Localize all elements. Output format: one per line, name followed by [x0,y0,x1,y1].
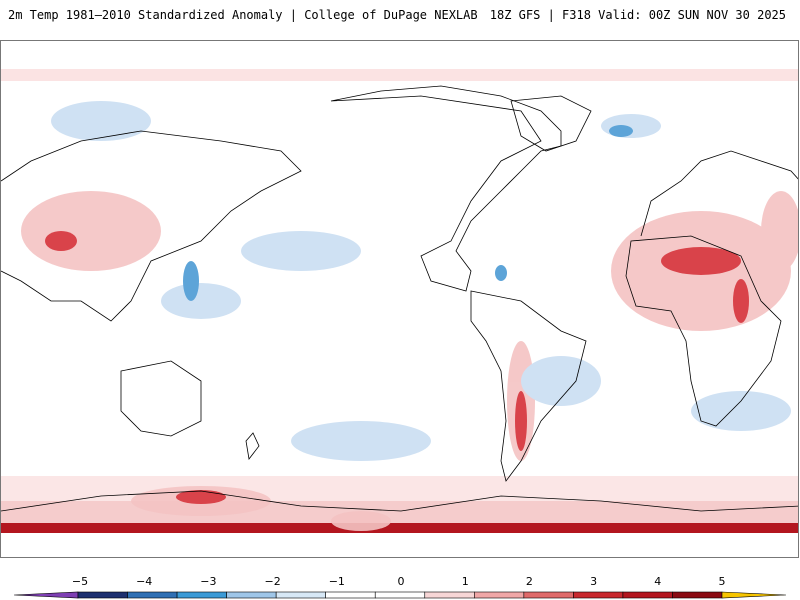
colorbar-tick-label: 0 [397,575,405,588]
greenland-outline [510,95,592,152]
colorbar-tick-label: −5 [71,575,89,588]
colorbar-extend-low [13,591,79,599]
colorbar-tick-label: −1 [328,575,345,588]
colorbar-tick-label: −2 [264,575,281,588]
strong-warm-anomalies [45,231,749,504]
australia-outline [120,360,202,437]
colorbar-tick-label: 2 [525,575,533,588]
colorbar-segment [77,591,128,599]
colorbar-segment [374,591,426,599]
colorbar-tick-label: 1 [461,575,469,588]
south-america-outline [470,290,587,482]
cold-anomalies [51,101,791,461]
asia-outline [1,130,302,322]
colorbar-segment [176,591,227,599]
colorbar-segment [226,591,277,599]
colorbar-tick-label: −3 [200,575,217,588]
colorbar-tick-label: 4 [654,575,662,588]
anomaly-map [0,40,799,558]
antarctic-warm-band [1,501,798,523]
colorbar-segment [127,591,178,599]
antarctica-outline [1,490,798,512]
colorbar-segment [325,591,376,599]
africa-outline [625,235,782,427]
header: 2m Temp 1981–2010 Standardized Anomaly |… [0,0,800,40]
colorbar [13,591,787,599]
antarctic-light-band [1,476,798,501]
colorbar-segment [275,591,326,599]
run-valid-time: 18Z GFS | F318 Valid: 00Z SUN NOV 30 202… [489,8,786,22]
north-america-outline [330,85,562,292]
new-zealand-outline [245,432,260,460]
colorbar-segments [13,591,787,599]
antarctic-deep-warm-band [1,523,798,533]
colorbar-tick-label: 3 [590,575,598,588]
colorbar-segment [622,591,673,599]
map-title: 2m Temp 1981–2010 Standardized Anomaly |… [8,8,478,22]
europe-outline [640,150,798,237]
colorbar-extend-high [721,591,787,599]
colorbar-segment [672,591,723,599]
colorbar-segment [424,591,475,599]
strong-cold-anomalies [183,125,633,301]
colorbar-segment [523,591,574,599]
colorbar-segment [474,591,525,599]
colorbar-tick-label: −4 [136,575,153,588]
colorbar-segment [573,591,624,599]
arctic-warm-band [1,69,798,81]
coastlines [1,85,798,512]
colorbar-tick-label: 5 [718,575,726,588]
map-svg [1,69,798,533]
